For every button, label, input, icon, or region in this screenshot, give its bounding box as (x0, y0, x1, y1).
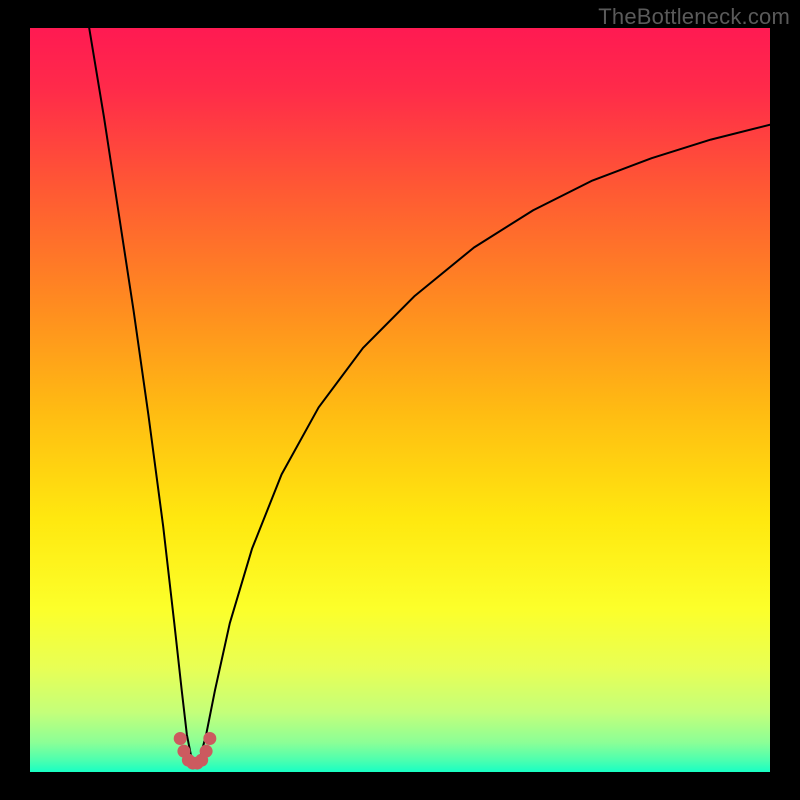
plot-area (30, 28, 770, 772)
chart-container: TheBottleneck.com (0, 0, 800, 800)
min-marker (200, 745, 213, 758)
watermark-text: TheBottleneck.com (598, 4, 790, 30)
bottleneck-curve (30, 28, 770, 772)
min-marker (203, 732, 216, 745)
curve-path (89, 28, 770, 765)
min-marker (174, 732, 187, 745)
